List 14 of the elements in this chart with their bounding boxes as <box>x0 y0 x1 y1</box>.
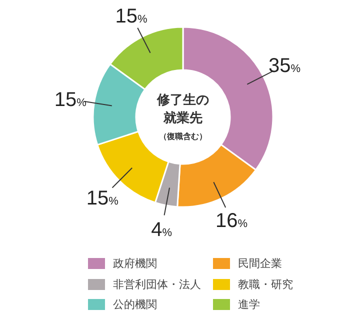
legend-label: 公的機関 <box>113 297 157 312</box>
text: 修了生の就業先 <box>156 92 210 128</box>
data-label: 35% <box>268 55 301 78</box>
data-label: 16% <box>216 210 248 232</box>
data-label: 15% <box>86 188 119 210</box>
legend-label: 民間企業 <box>238 256 282 271</box>
legend-label: 非営利団体・法人 <box>113 276 201 292</box>
legend-label: 進学 <box>238 297 260 312</box>
legend-label: 教職・研究 <box>238 276 293 292</box>
text: （復職含む） <box>158 131 208 142</box>
data-label: 15% <box>54 89 87 112</box>
data-label: 4% <box>151 218 172 241</box>
data-label: 15% <box>115 5 148 28</box>
legend-label: 政府機関 <box>113 256 157 271</box>
